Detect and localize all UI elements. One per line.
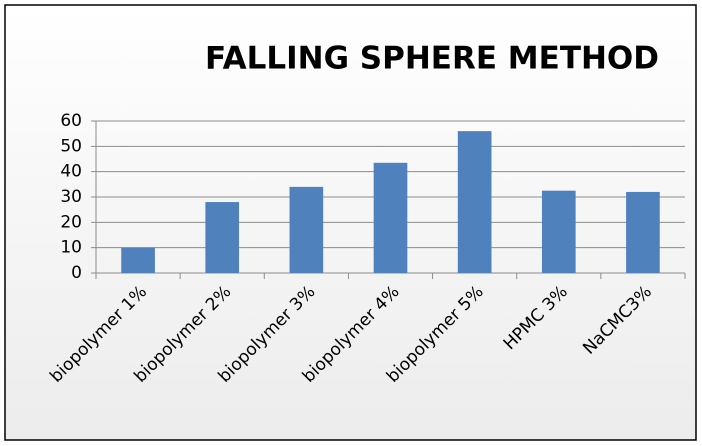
y-tick-label: 30 — [60, 187, 82, 207]
y-tick-label: 50 — [60, 136, 82, 156]
bar — [121, 247, 155, 273]
bar — [373, 162, 408, 273]
y-tick-label: 20 — [60, 212, 82, 232]
bar — [626, 191, 660, 273]
y-tick-label: 10 — [60, 238, 82, 258]
bar — [457, 131, 492, 273]
bar — [205, 202, 240, 273]
bar — [289, 186, 324, 273]
bar — [541, 190, 576, 273]
y-tick-label: 0 — [71, 263, 82, 283]
y-tick-label: 40 — [60, 162, 82, 182]
y-tick-label: 60 — [60, 111, 82, 131]
chart-title: FALLING SPHERE METHOD — [205, 41, 659, 77]
